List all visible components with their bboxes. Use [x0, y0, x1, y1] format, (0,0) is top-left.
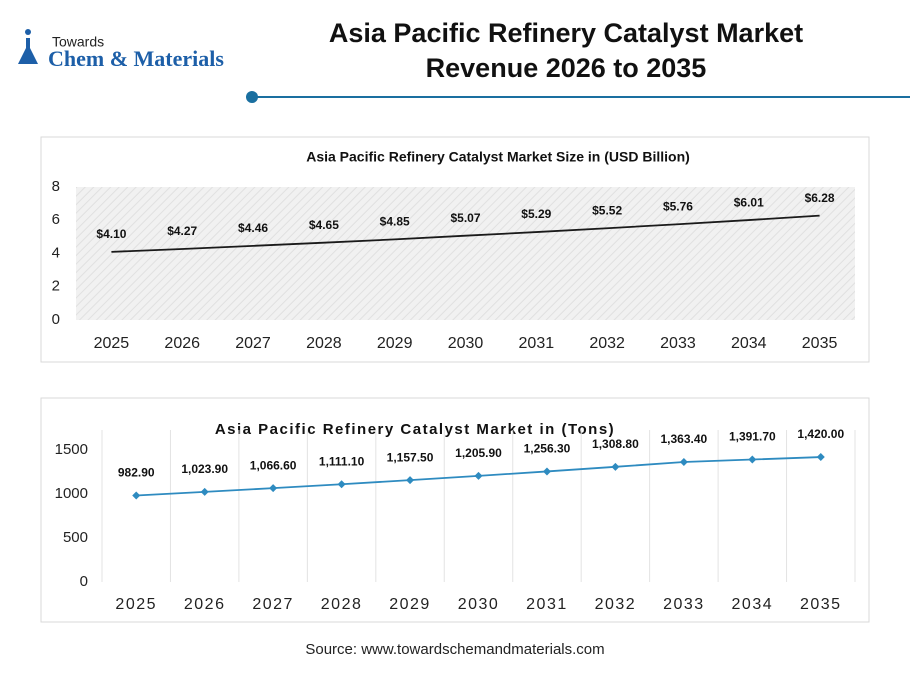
data-label: $4.10 [96, 227, 126, 241]
x-tick-label: 2027 [235, 335, 271, 352]
data-marker [816, 453, 825, 462]
x-tick-label: 2028 [306, 335, 342, 352]
y-tick-label: 1000 [55, 485, 88, 502]
x-tick-label: 2030 [448, 335, 484, 352]
logo: Towards Chem & Materials [18, 29, 224, 71]
x-tick-label: 2035 [800, 596, 842, 613]
x-tick-label: 2029 [377, 335, 413, 352]
y-tick-label: 4 [52, 244, 60, 261]
data-marker [200, 487, 209, 496]
x-tick-label: 2026 [164, 335, 200, 352]
y-tick-label: 0 [80, 573, 88, 590]
x-tick-label: 2035 [802, 335, 838, 352]
x-tick-label: 2032 [589, 335, 625, 352]
header-dot [246, 91, 258, 103]
data-marker [679, 458, 688, 467]
x-tick-label: 2026 [184, 596, 226, 613]
x-tick-label: 2028 [321, 596, 363, 613]
data-marker [748, 455, 757, 464]
data-label: 1,420.00 [797, 427, 844, 441]
data-marker [542, 467, 551, 476]
source: Source: www.towardschemandmaterials.com [305, 641, 604, 658]
x-tick-label: 2034 [732, 596, 774, 613]
data-label: 1,066.60 [250, 458, 297, 472]
logo-small: Towards [52, 34, 104, 50]
data-label: $5.07 [450, 211, 480, 225]
data-label: $5.52 [592, 203, 622, 217]
data-label: 1,023.90 [181, 462, 228, 476]
data-label: $4.27 [167, 224, 197, 238]
x-tick-label: 2033 [663, 596, 705, 613]
y-tick-label: 6 [52, 211, 60, 228]
x-tick-label: 2034 [731, 335, 767, 352]
data-label: $6.28 [805, 191, 835, 205]
data-label: 982.90 [118, 466, 155, 480]
chart-frame [40, 397, 870, 623]
data-label: 1,256.30 [524, 442, 571, 456]
data-label: $5.29 [521, 207, 551, 221]
data-label: 1,363.40 [661, 432, 708, 446]
main-title: Revenue 2026 to 2035 [426, 53, 707, 83]
data-label: $6.01 [734, 195, 764, 209]
data-label: 1,205.90 [455, 446, 502, 460]
chart-title: Asia Pacific Refinery Catalyst Market in… [215, 421, 615, 438]
main-title: Asia Pacific Refinery Catalyst Market [329, 18, 803, 48]
data-marker [474, 471, 483, 480]
data-line [111, 214, 820, 253]
x-tick-label: 2025 [115, 596, 157, 613]
data-label: 1,308.80 [592, 437, 639, 451]
x-tick-label: 2025 [94, 335, 130, 352]
logo-brand: Chem & Materials [48, 46, 224, 71]
chart-title: Asia Pacific Refinery Catalyst Market Si… [306, 149, 690, 165]
x-tick-label: 2032 [595, 596, 637, 613]
y-tick-label: 1500 [55, 441, 88, 458]
x-tick-label: 2030 [458, 596, 500, 613]
data-label: $5.76 [663, 199, 693, 213]
data-marker [406, 476, 415, 485]
x-tick-label: 2031 [519, 335, 555, 352]
y-tick-label: 2 [52, 278, 60, 295]
data-label: 1,391.70 [729, 430, 776, 444]
data-marker [132, 491, 141, 500]
data-marker [611, 462, 620, 471]
x-tick-label: 2031 [526, 596, 568, 613]
y-tick-label: 0 [52, 311, 60, 328]
x-tick-label: 2033 [660, 335, 696, 352]
data-label: $4.46 [238, 221, 268, 235]
data-label: $4.85 [380, 215, 410, 229]
data-label: $4.65 [309, 218, 339, 232]
data-label: 1,157.50 [387, 450, 434, 464]
x-tick-label: 2029 [389, 596, 431, 613]
y-tick-label: 8 [52, 178, 60, 195]
data-marker [269, 484, 278, 493]
y-tick-label: 500 [63, 529, 88, 546]
logo-flask [18, 38, 38, 64]
data-marker [337, 480, 346, 489]
plot-background [76, 187, 855, 320]
data-label: 1,111.10 [319, 454, 365, 468]
logo-bubble [25, 29, 31, 35]
x-tick-label: 2027 [252, 596, 294, 613]
